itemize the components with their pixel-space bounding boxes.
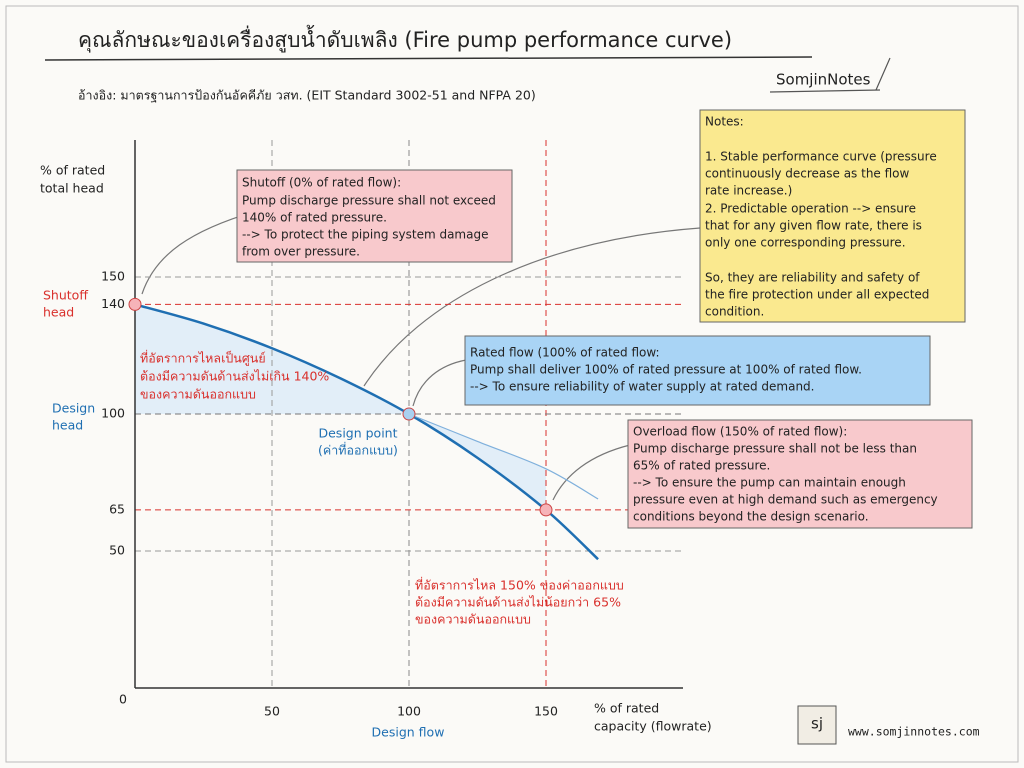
- label: (ค่าที่ออกแบบ): [318, 442, 398, 458]
- y-tick-label: 140: [101, 296, 125, 311]
- label: total head: [40, 181, 104, 196]
- label: head: [52, 418, 83, 433]
- highlight-point: [402, 407, 416, 421]
- annotation-text: 140% of rated pressure.: [242, 211, 387, 225]
- annotation-text: rate increase.): [705, 184, 792, 198]
- arrow: [412, 359, 467, 407]
- annotation-text: continuously decrease as the flow: [705, 167, 910, 181]
- y-tick-label: 150: [101, 269, 125, 284]
- annotation-text: --> To protect the piping system damage: [242, 228, 488, 242]
- label: ของความดันออกแบบ: [140, 387, 256, 402]
- x-tick-label: 100: [397, 704, 421, 719]
- annotation-box: [464, 335, 931, 406]
- annotation-box: [236, 169, 513, 263]
- arrow: [552, 444, 631, 501]
- label: % of rated: [40, 163, 105, 178]
- website: www.somjinnotes.com: [848, 725, 980, 739]
- annotation-box: [699, 109, 966, 323]
- annotation-text: Shutoff (0% of rated flow):: [242, 176, 401, 190]
- brand-decoration: [769, 57, 891, 93]
- curve: [408, 413, 599, 500]
- annotation-text: Overload flow (150% of rated flow):: [633, 425, 847, 439]
- frame: [5, 5, 1019, 763]
- label: head: [43, 305, 74, 320]
- annotation-text: 65% of rated pressure.: [633, 459, 770, 473]
- shaded-area: [135, 304, 409, 414]
- label: Shutoff: [43, 288, 88, 303]
- label: ที่อัตราการไหลเป็นศูนย์: [140, 350, 266, 367]
- x-tick-label: 150: [534, 704, 558, 719]
- highlight-point: [128, 297, 142, 311]
- annotation-text: from over pressure.: [242, 245, 360, 259]
- logo-box: [797, 705, 837, 745]
- title-underline: [44, 56, 813, 61]
- annotation-text: condition.: [705, 305, 764, 319]
- label: ที่อัตราการไหล 150% ของค่าออกแบบ: [415, 577, 624, 593]
- label: ต้องมีความดันด้านส่งไม่น้อยกว่า 65%: [415, 595, 621, 610]
- annotation-text: only one corresponding pressure.: [705, 236, 906, 250]
- y-tick-label: 65: [109, 501, 125, 516]
- annotation-text: pressure even at high demand such as eme…: [633, 493, 938, 507]
- x-tick-label: 50: [264, 704, 280, 719]
- label: capacity (flowrate): [594, 719, 712, 734]
- annotation-text: Notes:: [705, 115, 744, 129]
- annotation-text: that for any given flow rate, there is: [705, 219, 922, 233]
- label: ต้องมีความดันด้านส่งไม่เกิน 140%: [140, 369, 329, 384]
- curve: [134, 303, 599, 561]
- annotation-text: 1. Stable performance curve (pressure: [705, 150, 937, 164]
- annotation-text: the fire protection under all expected: [705, 288, 929, 302]
- shaded-area: [409, 414, 546, 510]
- annotation-text: Rated flow (100% of rated flow:: [470, 346, 660, 360]
- arrow: [363, 227, 701, 387]
- annotation-text: conditions beyond the design scenario.: [633, 510, 869, 524]
- annotation-text: Pump shall deliver 100% of rated pressur…: [470, 363, 862, 377]
- annotation-text: --> To ensure reliability of water suppl…: [470, 380, 815, 394]
- brand: SomjinNotes: [776, 71, 871, 89]
- label: % of rated: [594, 701, 659, 716]
- y-tick-label: 100: [101, 406, 125, 421]
- annotation-text: 2. Predictable operation --> ensure: [705, 202, 916, 216]
- subtitle: อ้างอิง: มาตรฐานการป้องกันอัคคีภัย วสท. …: [78, 88, 536, 103]
- label: ของความดันออกแบบ: [415, 612, 531, 627]
- annotation-text: Pump discharge pressure shall not be les…: [633, 442, 917, 456]
- annotation-text: --> To ensure the pump can maintain enou…: [633, 476, 906, 490]
- x-tick-label: 0: [119, 692, 127, 707]
- label: Design point: [318, 426, 397, 441]
- logo: sj: [811, 715, 823, 733]
- design-flow-label: Design flow: [372, 725, 445, 740]
- annotation-text: So, they are reliability and safety of: [705, 271, 920, 285]
- chart-title: คุณลักษณะของเครื่องสูบน้ำดับเพลิง (Fire …: [78, 25, 732, 53]
- highlight-point: [539, 503, 553, 517]
- annotation-box: [627, 419, 973, 529]
- annotation-text: Pump discharge pressure shall not exceed: [242, 194, 496, 208]
- label: Design: [52, 401, 95, 416]
- y-tick-label: 50: [109, 543, 125, 558]
